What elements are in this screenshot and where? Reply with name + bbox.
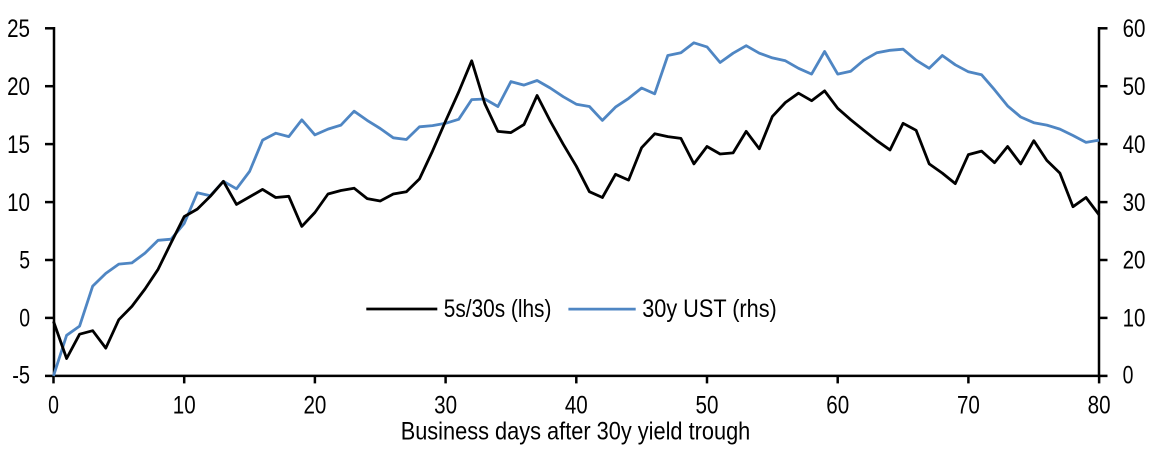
svg-text:20: 20 [1123, 247, 1146, 275]
svg-text:15: 15 [7, 131, 30, 159]
svg-text:70: 70 [957, 392, 980, 420]
svg-text:60: 60 [1123, 15, 1146, 43]
svg-text:10: 10 [7, 189, 30, 217]
svg-text:60: 60 [826, 392, 849, 420]
svg-text:40: 40 [1123, 131, 1146, 159]
svg-text:80: 80 [1088, 392, 1111, 420]
svg-text:-5: -5 [12, 361, 30, 389]
svg-text:30: 30 [1123, 189, 1146, 217]
svg-text:50: 50 [1123, 73, 1146, 101]
svg-text:10: 10 [173, 392, 196, 420]
svg-text:5: 5 [19, 247, 30, 275]
svg-text:30: 30 [434, 392, 457, 420]
svg-text:0: 0 [1123, 361, 1134, 389]
svg-text:20: 20 [7, 73, 30, 101]
svg-text:50: 50 [696, 392, 719, 420]
svg-text:40: 40 [565, 392, 588, 420]
svg-text:Business days after 30y yield: Business days after 30y yield trough [401, 418, 751, 446]
svg-text:25: 25 [7, 15, 30, 43]
svg-text:5s/30s (lhs): 5s/30s (lhs) [444, 295, 552, 323]
svg-text:20: 20 [303, 392, 326, 420]
svg-text:30y UST (rhs): 30y UST (rhs) [642, 295, 777, 323]
svg-text:0: 0 [19, 305, 30, 333]
svg-text:10: 10 [1123, 305, 1146, 333]
svg-text:0: 0 [48, 392, 59, 420]
